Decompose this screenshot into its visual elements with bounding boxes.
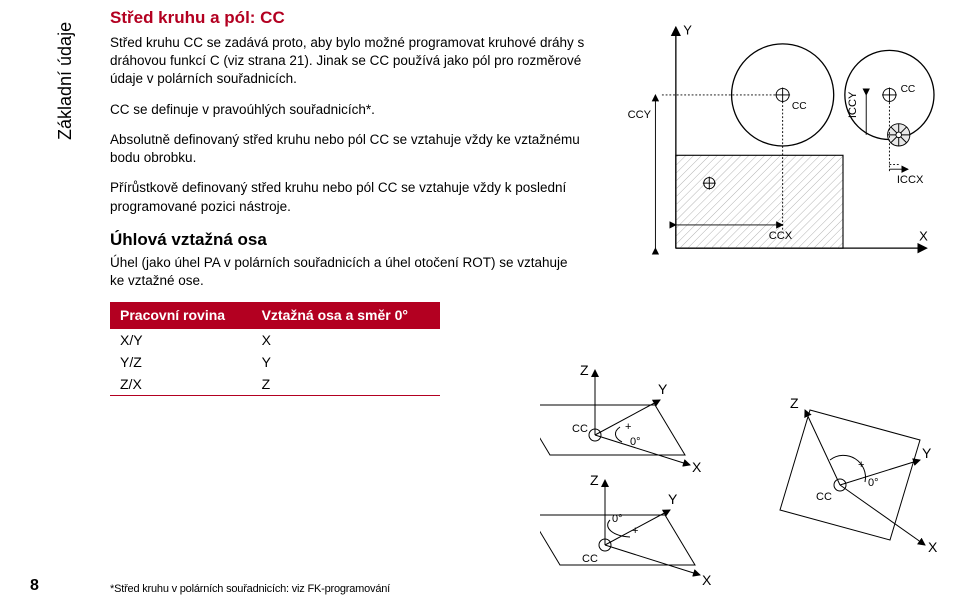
cc-marker-2 <box>882 88 897 103</box>
label-X: X <box>919 229 928 244</box>
plane-xy-CC: CC <box>572 423 588 435</box>
plane-yz-plus: + <box>632 525 638 537</box>
plane-zx-Z: Z <box>790 395 799 411</box>
plane-yz-Z: Z <box>590 472 599 488</box>
figure-planes-diagram: Z Y X CC + 0° Z Y X <box>540 360 940 590</box>
plane-zx-X: X <box>928 539 938 555</box>
label-Y: Y <box>683 23 692 38</box>
table-row: X/Y X <box>110 329 440 352</box>
label-ICCX: ICCX <box>897 174 924 186</box>
table-row: Z/X Z <box>110 373 440 396</box>
label-CC-2: CC <box>901 84 916 95</box>
label-CCY: CCY <box>628 109 652 121</box>
plane-xy-Y: Y <box>658 381 668 397</box>
plane-xy-plus: + <box>625 421 631 433</box>
page-number: 8 <box>30 577 39 595</box>
label-CC-1: CC <box>792 101 807 112</box>
table-cell: Y/Z <box>110 351 252 373</box>
table-cell: Y <box>252 351 440 373</box>
plane-zx-Y: Y <box>922 445 932 461</box>
table-cell: Z/X <box>110 373 252 396</box>
plane-yz: Z Y X CC + 0° <box>540 472 712 588</box>
cc-marker-1 <box>775 88 790 103</box>
plane-zx: Z Y X CC + 0° <box>780 395 938 555</box>
table-head-axis: Vztažná osa a směr 0° <box>252 302 440 329</box>
table-cell: X/Y <box>110 329 252 352</box>
plane-yz-X: X <box>702 572 712 588</box>
plane-xy: Z Y X CC + 0° <box>540 362 702 475</box>
figure-cc-diagram: Y X CC <box>608 16 948 276</box>
axis-table: Pracovní rovina Vztažná osa a směr 0° X/… <box>110 302 440 396</box>
section1-p4: Přírůstkově definovaný střed kruhu nebo … <box>110 179 585 215</box>
table-cell: Z <box>252 373 440 396</box>
plane-zx-zero: 0° <box>868 477 879 489</box>
section2-title: Úhlová vztažná osa <box>110 230 585 250</box>
table-row: Y/Z Y <box>110 351 440 373</box>
section2-p1: Úhel (jako úhel PA v polárních souřadnic… <box>110 254 585 290</box>
label-ICCY: ICCY <box>847 91 859 118</box>
section1-p2: CC se definuje v pravoúhlých souřadnicíc… <box>110 101 585 119</box>
plane-xy-Z: Z <box>580 362 589 378</box>
plane-xy-zero: 0° <box>630 436 641 448</box>
plane-zx-CC: CC <box>816 491 832 503</box>
plane-yz-Y: Y <box>668 491 678 507</box>
tool-icon <box>888 124 910 146</box>
plane-xy-X: X <box>692 459 702 475</box>
label-CCX: CCX <box>769 230 793 242</box>
section1-title: Střed kruhu a pól: CC <box>110 8 585 28</box>
plane-yz-CC: CC <box>582 553 598 565</box>
section1-p3: Absolutně definovaný střed kruhu nebo pó… <box>110 131 585 167</box>
plane-yz-zero: 0° <box>612 513 623 525</box>
footnote: *Střed kruhu v polárních souřadnicích: v… <box>110 583 390 595</box>
section1-p1: Střed kruhu CC se zadává proto, aby bylo… <box>110 34 585 89</box>
plane-zx-plus: + <box>858 459 864 471</box>
sidebar-label: Základní údaje <box>55 0 76 140</box>
table-head-plane: Pracovní rovina <box>110 302 252 329</box>
table-cell: X <box>252 329 440 352</box>
